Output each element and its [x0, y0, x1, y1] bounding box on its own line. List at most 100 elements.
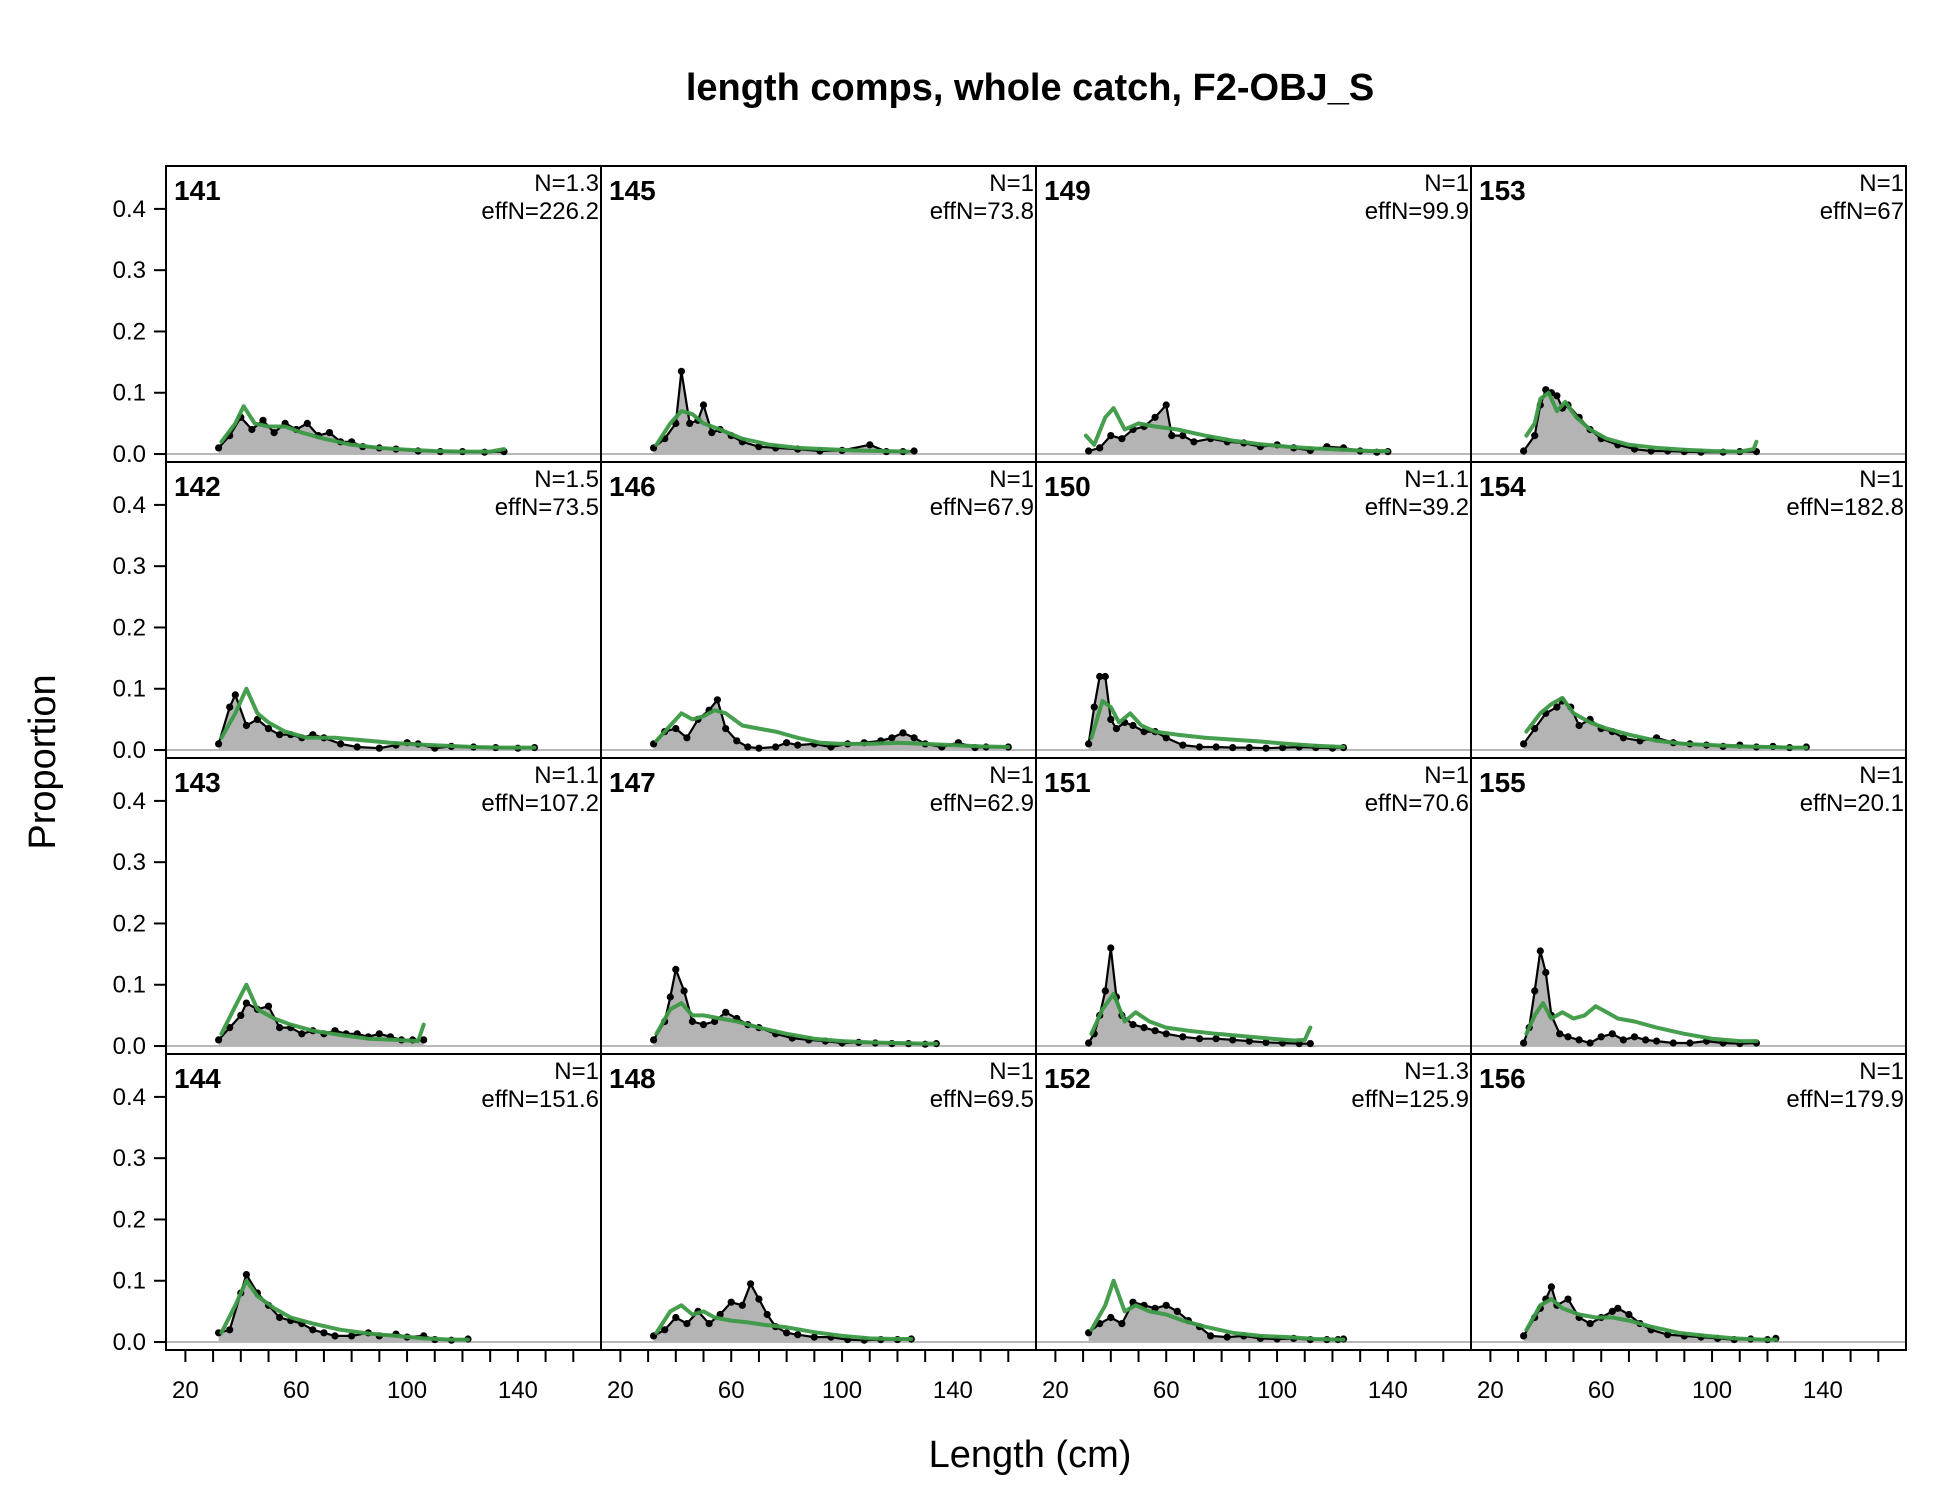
observed-point — [1179, 741, 1187, 749]
y-axis-title: Proportion — [22, 674, 64, 849]
observed-point — [242, 999, 250, 1007]
y-tick-label: 0.3 — [113, 1145, 146, 1172]
expected-line — [654, 1001, 939, 1046]
y-tick-label: 0.4 — [113, 1084, 146, 1111]
observed-point — [1669, 1039, 1677, 1047]
observed-point — [1173, 1307, 1181, 1315]
y-tick-label: 0.4 — [113, 492, 146, 519]
y-tick-label: 0.0 — [113, 1329, 146, 1356]
expected-line — [654, 409, 911, 454]
observed-line — [652, 370, 915, 453]
observed-point — [661, 1326, 669, 1334]
panel-effn-text: effN=107.2 — [481, 790, 599, 817]
y-tick-label: 0.3 — [113, 849, 146, 876]
observed-point — [888, 734, 896, 742]
observed-area — [653, 1283, 912, 1342]
panel-label: 144 — [174, 1063, 221, 1094]
y-tick-label: 0.2 — [113, 910, 146, 937]
panel-label: 154 — [1479, 471, 1526, 502]
observed-point — [810, 1333, 818, 1341]
observed-point — [331, 1332, 339, 1340]
observed-point — [242, 721, 250, 730]
observed-point — [1107, 944, 1115, 952]
observed-point — [276, 731, 284, 739]
y-tick-label: 0.4 — [113, 196, 146, 223]
observed-point — [420, 1036, 428, 1044]
observed-point — [231, 691, 239, 699]
x-tick-label: 100 — [1692, 1377, 1732, 1404]
observed-area — [1523, 951, 1757, 1046]
panel-label: 152 — [1044, 1063, 1091, 1094]
observed-point — [1614, 1304, 1622, 1312]
x-tick-label: 20 — [607, 1377, 634, 1404]
observed-point — [1223, 1333, 1231, 1341]
panel-n-text: N=1 — [989, 762, 1034, 789]
panel-border — [1470, 1053, 1907, 1351]
y-tick-label: 0.3 — [113, 553, 146, 580]
observed-point — [1564, 1295, 1572, 1303]
observed-point — [1619, 1036, 1627, 1044]
panel-label: 155 — [1479, 767, 1526, 798]
observed-point — [1190, 438, 1198, 446]
observed-area — [1088, 948, 1311, 1046]
observed-point — [264, 1002, 273, 1010]
observed-point — [910, 447, 918, 455]
observed-point — [733, 737, 741, 745]
observed-point — [755, 443, 763, 451]
observed-point — [1096, 672, 1104, 681]
panel-n-text: N=1.3 — [534, 170, 599, 197]
observed-point — [215, 1036, 223, 1044]
observed-point — [1575, 721, 1583, 730]
observed-point — [1162, 1030, 1170, 1038]
x-tick-label: 140 — [933, 1377, 973, 1404]
observed-point — [683, 734, 691, 742]
expected-line — [654, 708, 1011, 749]
observed-point — [353, 743, 361, 751]
observed-point — [866, 441, 874, 449]
observed-point — [1140, 728, 1148, 736]
observed-point — [1531, 432, 1539, 440]
chart-title: length comps, whole catch, F2-OBJ_S — [686, 67, 1374, 109]
observed-point — [763, 1310, 771, 1319]
observed-line — [1522, 949, 1757, 1045]
observed-area — [1523, 701, 1807, 750]
observed-point — [1179, 432, 1187, 440]
observed-point — [722, 725, 730, 733]
panel-n-text: N=1 — [989, 1058, 1034, 1085]
observed-point — [747, 1280, 755, 1288]
observed-point — [1553, 703, 1561, 711]
expected-line — [1089, 699, 1346, 749]
panel-effn-text: effN=67.9 — [930, 494, 1034, 521]
observed-point — [738, 1301, 746, 1309]
panel-effn-text: effN=182.8 — [1786, 494, 1904, 521]
observed-point — [1107, 432, 1115, 440]
panel-label: 156 — [1479, 1063, 1526, 1094]
observed-point — [1195, 1035, 1204, 1043]
observed-point — [276, 1024, 284, 1032]
x-tick-label: 140 — [1803, 1377, 1843, 1404]
observed-point — [1101, 672, 1109, 681]
panel-n-text: N=1 — [1859, 170, 1904, 197]
panel-n-text: N=1.1 — [534, 762, 599, 789]
x-tick-label: 140 — [1368, 1377, 1408, 1404]
observed-point — [783, 739, 791, 747]
observed-point — [677, 367, 686, 375]
observed-point — [1207, 1332, 1215, 1340]
observed-point — [1129, 1021, 1137, 1029]
observed-point — [672, 965, 680, 974]
observed-point — [1151, 1027, 1159, 1035]
observed-point — [666, 993, 674, 1001]
observed-point — [303, 419, 311, 427]
x-axis-title: Length (cm) — [929, 1434, 1132, 1476]
observed-point — [320, 1329, 328, 1337]
observed-point — [1179, 1033, 1187, 1041]
y-tick-label: 0.0 — [113, 737, 146, 764]
observed-point — [1112, 725, 1120, 733]
expected-line — [1524, 695, 1809, 750]
panel-effn-text: effN=70.6 — [1365, 790, 1469, 817]
observed-point — [794, 1331, 802, 1339]
observed-point — [1162, 401, 1170, 409]
expected-line — [219, 404, 506, 454]
